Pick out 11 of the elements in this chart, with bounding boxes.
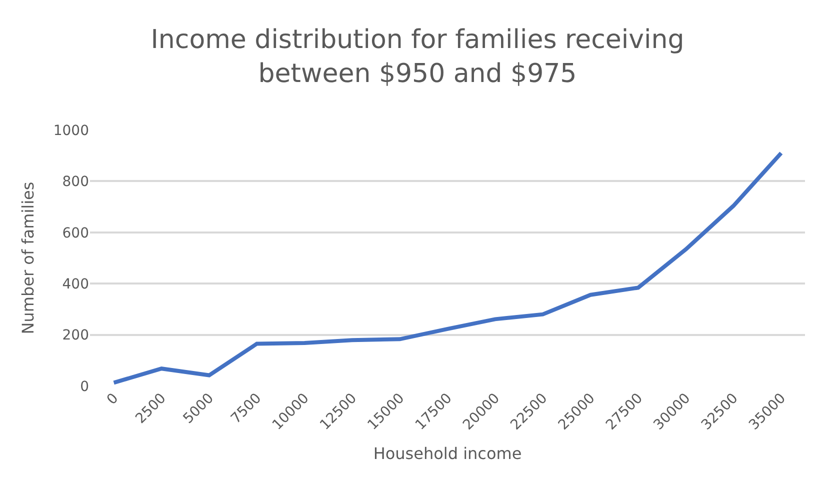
x-axis-title: Household income bbox=[373, 444, 522, 463]
x-tick-label: 0 bbox=[104, 390, 122, 408]
line-series bbox=[112, 151, 784, 385]
y-tick-label: 200 bbox=[62, 328, 89, 344]
y-tick-label: 800 bbox=[62, 174, 89, 190]
chart-title: Income distribution for families receiving between $950 and $975 bbox=[150, 25, 684, 89]
y-tick-label: 400 bbox=[62, 276, 89, 292]
y-axis-title: Number of families bbox=[18, 182, 38, 334]
y-tick-label: 600 bbox=[62, 225, 89, 242]
y-tick-label: 1000 bbox=[53, 122, 89, 139]
y-tick-label: 0 bbox=[80, 378, 89, 395]
